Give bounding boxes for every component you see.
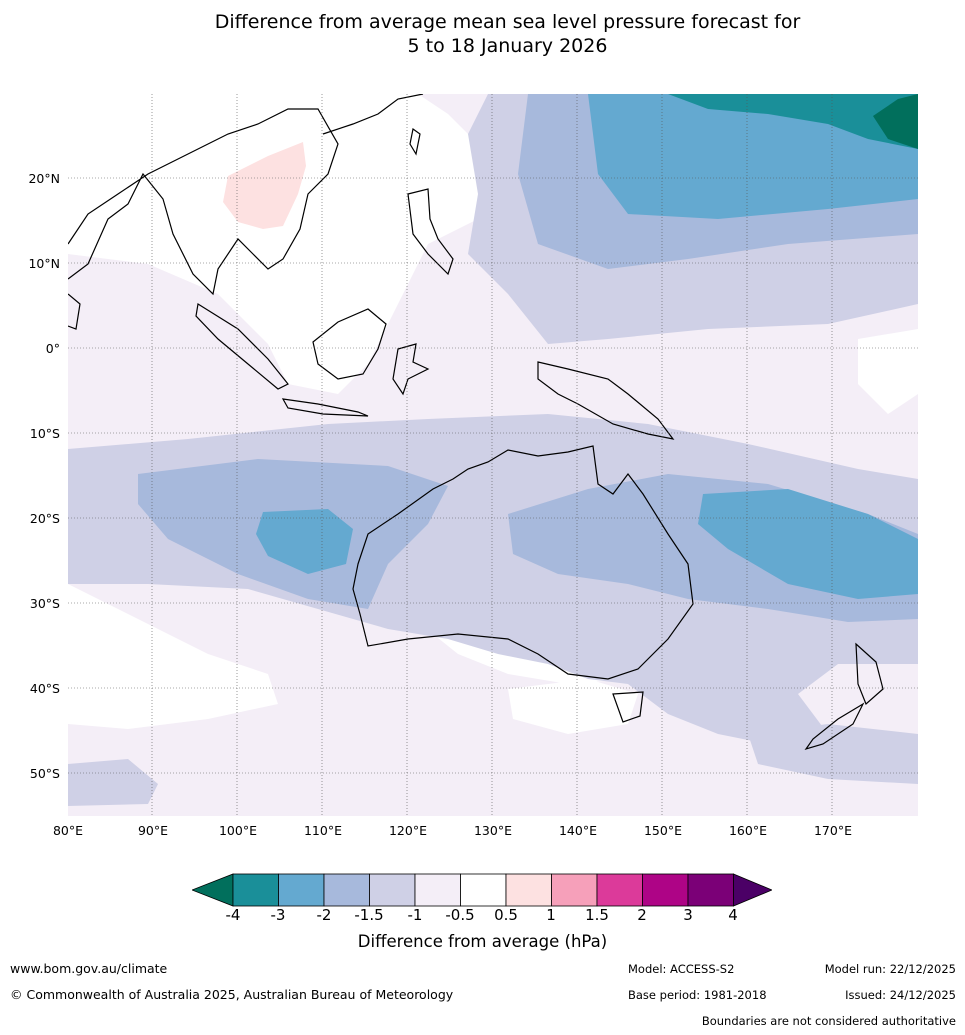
map-title: Difference from average mean sea level p… (0, 10, 965, 58)
colorbar-label-2: 2 (637, 906, 647, 924)
colorbar-label-1: 1 (546, 906, 556, 924)
coastline-new-zealand-south (804, 702, 865, 751)
coastlines (68, 94, 884, 751)
colorbar-segment-4 (369, 873, 416, 907)
lon-label-120e: 120°E (388, 823, 427, 838)
coastline-sulawesi (392, 343, 430, 396)
graticule-lines (68, 94, 918, 816)
lat-label-50s: 50°S (29, 766, 60, 781)
lon-label-160e: 160°E (728, 823, 767, 838)
lon-label-90e: 90°E (137, 823, 169, 838)
footer-issued: Issued: 24/12/2025 (845, 988, 956, 1002)
anomaly-core-north-pacific-strong (668, 94, 918, 149)
lat-label-30s: 30°S (29, 596, 60, 611)
colorbar-segment-11 (687, 873, 734, 907)
colorbar-segment-10 (642, 873, 689, 907)
colorbar-segment-3 (323, 873, 370, 907)
colorbar (190, 873, 774, 907)
coastline-java (281, 398, 369, 417)
colorbar-segment-5 (414, 873, 461, 907)
coastline-new-zealand-north (855, 642, 884, 706)
footer-website-link[interactable]: www.bom.gov.au/climate (10, 961, 168, 976)
title-line-1: Difference from average mean sea level p… (214, 11, 801, 33)
coastline-australia (352, 445, 694, 680)
footer-base-period: Base period: 1981-2018 (628, 988, 767, 1002)
coastline-new-guinea (537, 361, 675, 440)
anomaly-core-north-pacific-extreme (873, 94, 918, 149)
graticule (68, 94, 918, 816)
coastline-asia-mainland (68, 94, 424, 296)
lon-label-150e: 150°E (643, 823, 682, 838)
coastline-sumatra (195, 303, 289, 390)
colorbar-label-minus-3: -3 (270, 906, 286, 924)
pressure-anomaly-map (68, 94, 918, 816)
footer-model: Model: ACCESS-S2 (628, 962, 735, 976)
lat-label-40s: 40°S (29, 681, 60, 696)
coastline-tasmania (612, 691, 644, 723)
footer-model-run: Model run: 22/12/2025 (824, 962, 956, 976)
anomaly-band-south-tasman (748, 724, 918, 784)
coastline-philippines (407, 188, 454, 276)
footer-copyright: © Commonwealth of Australia 2025, Austra… (10, 987, 454, 1002)
lat-label-0: 0° (45, 341, 60, 356)
colorbar-segment-8 (551, 873, 598, 907)
lat-label-20s: 20°S (29, 511, 60, 526)
coastline-taiwan (409, 127, 421, 156)
anomaly-region-neutral-pacific (858, 329, 918, 414)
colorbar-segment-9 (596, 873, 643, 907)
colorbar-segment-1 (232, 873, 279, 907)
colorbar-label-4: 4 (728, 906, 738, 924)
colorbar-label-3: 3 (683, 906, 693, 924)
lat-label-10n: 10°N (28, 256, 60, 271)
anomaly-region-neutral-tasman (508, 679, 638, 734)
lon-label-140e: 140°E (558, 823, 597, 838)
colorbar-label-1-5: 1.5 (585, 906, 609, 924)
colorbar-label-minus-0-5: -0.5 (445, 906, 475, 924)
anomaly-core-indian (256, 509, 353, 574)
lat-label-10s: 10°S (29, 426, 60, 441)
anomaly-core-coral-sea (698, 489, 918, 599)
coastline-india-tip (68, 293, 81, 330)
colorbar-segment-7 (505, 873, 552, 907)
lat-label-20n: 20°N (28, 171, 60, 186)
lon-label-80e: 80°E (52, 823, 84, 838)
anomaly-band-southern-ocean (68, 759, 158, 806)
colorbar-label-minus-4: -4 (225, 906, 241, 924)
colorbar-extend-high (733, 873, 774, 907)
coastline-borneo (312, 308, 387, 380)
title-line-2: 5 to 18 January 2026 (407, 35, 608, 57)
lon-label-100e: 100°E (218, 823, 257, 838)
colorbar-extend-low (190, 873, 234, 907)
lon-label-110e: 110°E (303, 823, 342, 838)
footer-disclaimer: Boundaries are not considered authoritat… (701, 1014, 956, 1028)
anomaly-region-neutral-north (68, 94, 488, 394)
colorbar-segment-2 (278, 873, 325, 907)
lon-label-170e: 170°E (813, 823, 852, 838)
colorbar-label-minus-2: -2 (316, 906, 332, 924)
anomaly-region-neutral-south-west (68, 584, 278, 729)
colorbar-label-minus-1-5: -1.5 (354, 906, 384, 924)
colorbar-label-minus-1: -1 (407, 906, 423, 924)
lon-label-130e: 130°E (473, 823, 512, 838)
colorbar-units-label: Difference from average (hPa) (357, 932, 608, 951)
colorbar-segment-6 (460, 873, 507, 907)
colorbar-label-0-5: 0.5 (494, 906, 518, 924)
anomaly-region-positive-indochina (223, 142, 306, 229)
